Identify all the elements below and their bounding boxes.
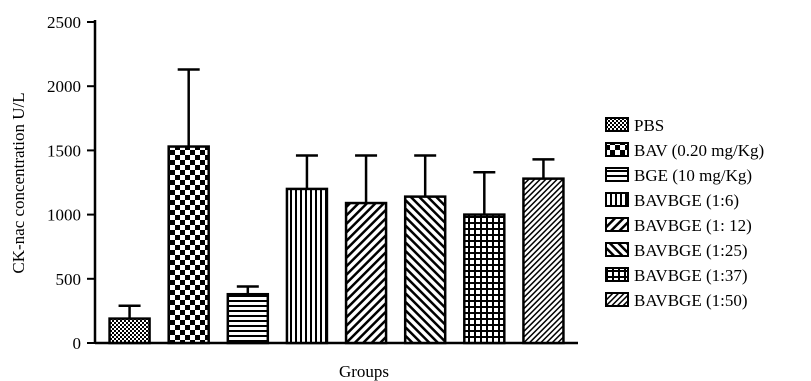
legend-swatch-1 xyxy=(605,117,629,132)
bar-8 xyxy=(522,177,565,345)
y-tick-label: 2000 xyxy=(47,77,81,96)
y-ticks: 0 500 1000 1500 2000 2500 xyxy=(47,13,95,353)
bar-5 xyxy=(344,201,388,345)
bar-2 xyxy=(167,145,210,345)
error-bars xyxy=(118,68,555,319)
bars xyxy=(108,145,565,345)
legend-label-2: BAV (0.20 mg/Kg) xyxy=(634,141,764,160)
x-axis-label: Groups xyxy=(339,362,389,381)
bar-4 xyxy=(285,187,329,345)
legend-label-5: BAVBGE (1: 12) xyxy=(634,216,752,235)
y-tick-label: 1500 xyxy=(47,141,81,160)
bar-7 xyxy=(463,213,506,345)
legend-label-8: BAVBGE (1:50) xyxy=(634,291,748,310)
legend: PBS BAV (0.20 mg/Kg) BGE (10 mg/Kg) BAVBGE … xyxy=(605,116,764,310)
y-tick-label: 500 xyxy=(56,270,82,289)
legend-swatch-6 xyxy=(605,242,629,257)
legend-swatch-3 xyxy=(605,167,629,182)
legend-swatch-4 xyxy=(605,192,629,207)
legend-swatch-8 xyxy=(605,292,629,307)
legend-swatch-7 xyxy=(605,267,629,282)
legend-label-4: BAVBGE (1:6) xyxy=(634,191,739,210)
bar-3 xyxy=(226,292,270,345)
y-tick-label: 1000 xyxy=(47,206,81,225)
legend-label-1: PBS xyxy=(634,116,664,135)
y-axis-label: CK-nac concentration U/L xyxy=(9,92,28,273)
y-tick-label: 0 xyxy=(73,334,82,353)
y-tick-label: 2500 xyxy=(47,13,81,32)
legend-swatch-5 xyxy=(605,217,629,232)
legend-swatch-2 xyxy=(605,142,629,157)
bar-6 xyxy=(403,195,447,345)
legend-label-3: BGE (10 mg/Kg) xyxy=(634,166,752,185)
legend-label-7: BAVBGE (1:37) xyxy=(634,266,748,285)
legend-label-6: BAVBGE (1:25) xyxy=(634,241,748,260)
bar-1 xyxy=(108,317,151,345)
